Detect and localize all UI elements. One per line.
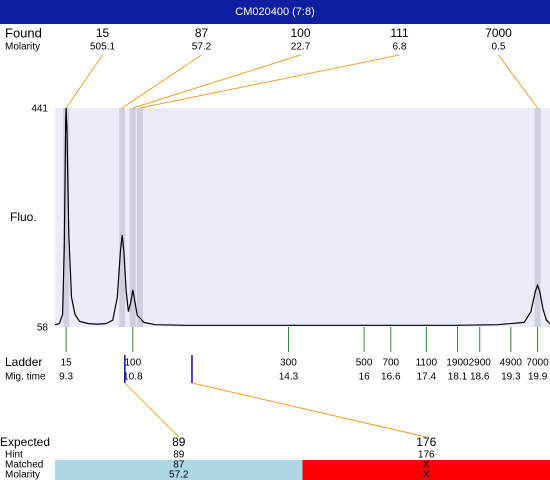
ladder-size: 7000 [526,358,549,369]
expected-value: 89 [172,435,186,449]
expected-connector [191,382,427,438]
found-size: 15 [96,26,110,40]
ladder-size: 1100 [416,358,438,369]
found-molarity: 57.2 [192,42,212,53]
ladder-mig-time: 16.6 [381,372,401,383]
ladder-mig-time: 9.3 [59,372,73,383]
hint-value: 89 [173,450,185,461]
peak-band [129,108,136,327]
ladder-mig-time: 18.6 [470,372,490,383]
ladder-mig-time: 19.9 [528,372,548,383]
ladder-size: 100 [124,358,141,369]
title: CM020400 (7:8) [235,6,315,18]
matched-value: X [423,460,430,471]
ladder-mig-time: 18.1 [448,372,468,383]
y-tick-label: 58 [37,323,49,334]
ladder-mig-time: 17.4 [417,372,437,383]
peak-band [534,108,541,327]
peak-band [136,108,143,327]
title-bar [0,0,550,24]
ladder-size: 4900 [500,358,523,369]
ladder-label: Ladder [5,355,42,369]
molarity-value: 57.2 [169,470,189,480]
hint-value: 176 [418,450,435,461]
found-size: 87 [195,26,209,40]
found-size: 111 [390,26,409,40]
ladder-size: 2900 [469,358,492,369]
y-label: Fluo. [10,210,37,224]
hint-label: Hint [5,450,23,461]
expected-value: 176 [416,435,436,449]
mig-time-label: Mig. time [5,372,46,383]
ladder-size: 700 [382,358,399,369]
found-connector [498,54,538,109]
peak-band [119,108,126,327]
y-tick-label: 441 [31,104,48,115]
peak-band [63,108,70,327]
found-molarity: 6.8 [393,42,407,53]
expected-band [55,460,303,480]
trace [54,107,550,326]
ladder-mig-time: 16 [359,372,371,383]
matched-label: Matched [5,460,43,471]
plot-area [55,108,550,327]
molarity-label: Molarity [5,470,40,480]
found-molarity: 505.1 [90,42,115,53]
matched-value: 87 [173,460,185,471]
ladder-size: 500 [356,358,373,369]
ladder-mig-time: 19.3 [501,372,521,383]
found-connector [65,54,103,109]
ladder-size: 15 [61,358,73,369]
molarity-value: X [423,470,430,480]
expected-band [302,460,550,480]
ladder-size: 1900 [446,358,469,369]
found-size: 7000 [485,26,512,40]
found-connector [139,54,400,109]
ladder-mig-time: 14.3 [279,372,299,383]
expected-connector [124,382,180,438]
ladder-size: 300 [280,358,297,369]
found-connector [121,54,202,109]
found-molarity: 22.7 [291,42,311,53]
found-molarity: 0.5 [492,42,506,53]
ladder-mig-time: 10.8 [123,372,143,383]
expected-label: Expected [0,435,50,449]
molarity-label: Molarity [5,42,40,53]
found-size: 100 [290,26,310,40]
found-connector [132,54,301,109]
found-label: Found [5,25,42,40]
